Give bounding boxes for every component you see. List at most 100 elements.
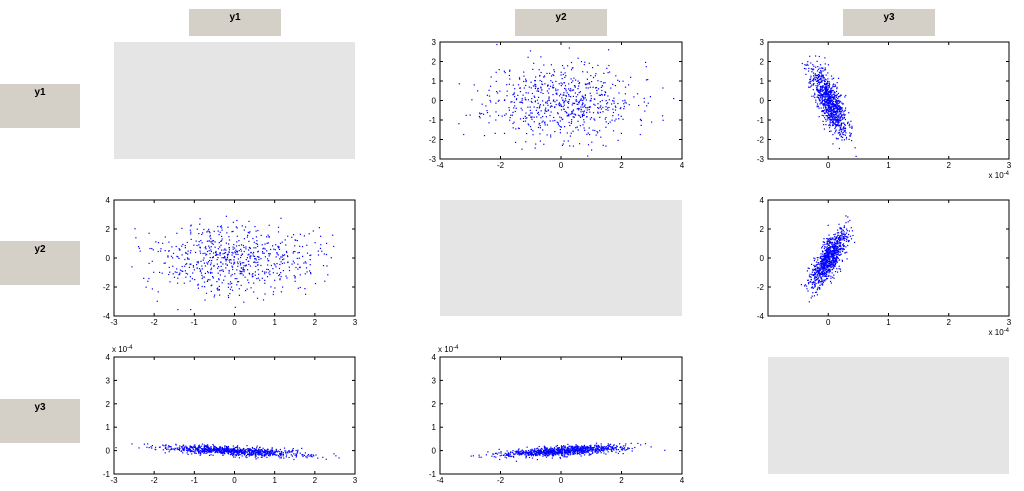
data-point	[322, 265, 325, 267]
data-point	[815, 78, 817, 80]
data-point	[840, 107, 842, 110]
data-point	[519, 118, 522, 120]
data-point	[612, 447, 614, 449]
data-point	[293, 453, 295, 455]
data-point	[839, 238, 841, 240]
data-point	[207, 447, 209, 449]
data-point	[605, 116, 607, 119]
row-header-y2[interactable]: y2	[0, 241, 80, 285]
data-point	[271, 453, 273, 455]
data-point	[537, 111, 539, 113]
data-point	[560, 126, 562, 128]
data-point	[813, 268, 815, 271]
data-point	[244, 450, 246, 452]
data-point	[828, 94, 830, 96]
data-point	[849, 135, 851, 137]
data-point	[268, 260, 270, 262]
data-point	[172, 273, 174, 275]
data-point	[545, 456, 548, 458]
data-point	[840, 249, 842, 251]
data-point	[535, 451, 537, 453]
data-point	[227, 451, 229, 453]
data-point	[295, 456, 297, 458]
data-point	[506, 453, 508, 455]
data-point	[833, 96, 835, 98]
data-point	[627, 447, 629, 449]
data-point	[115, 447, 117, 449]
data-point	[204, 252, 206, 254]
data-point	[827, 101, 829, 103]
data-point	[218, 448, 220, 450]
data-point	[185, 445, 187, 447]
data-point	[214, 452, 216, 454]
data-point	[828, 265, 830, 267]
data-point	[572, 145, 574, 147]
data-point	[813, 77, 815, 79]
data-point	[223, 451, 225, 453]
data-point	[184, 245, 186, 247]
data-point	[829, 264, 831, 267]
data-point	[229, 451, 231, 453]
data-point	[830, 95, 832, 97]
data-point	[838, 239, 840, 241]
row-header-y3[interactable]: y3	[0, 399, 80, 443]
data-point	[823, 263, 825, 266]
data-point	[834, 123, 836, 125]
data-point	[558, 103, 560, 105]
data-point	[605, 100, 607, 102]
data-point	[821, 75, 823, 77]
data-point	[240, 450, 242, 452]
row-header-y1[interactable]: y1	[0, 84, 80, 128]
data-point	[828, 96, 830, 98]
data-point	[186, 263, 188, 265]
data-point	[819, 98, 821, 100]
data-point	[816, 70, 819, 72]
data-point	[833, 91, 835, 93]
data-point	[293, 458, 295, 461]
data-point	[552, 449, 555, 451]
data-point	[615, 447, 617, 449]
x-tick-label: 0	[826, 161, 831, 170]
column-header-y2[interactable]: y2	[515, 9, 607, 36]
data-point	[828, 86, 831, 88]
data-point	[834, 251, 836, 253]
data-point	[594, 75, 596, 77]
data-point	[825, 272, 827, 274]
column-header-y1[interactable]: y1	[189, 9, 281, 36]
data-point	[282, 454, 284, 456]
data-point	[560, 109, 563, 111]
data-point	[841, 229, 843, 231]
data-point	[605, 106, 607, 108]
data-point	[822, 262, 824, 264]
data-point	[543, 454, 545, 456]
data-point	[602, 449, 604, 451]
data-point	[837, 241, 839, 243]
data-point	[818, 272, 820, 274]
data-point	[513, 456, 515, 458]
data-point	[842, 103, 844, 105]
data-point	[817, 271, 819, 273]
data-point	[285, 456, 287, 458]
data-point	[206, 449, 208, 451]
data-point	[506, 454, 509, 456]
x-tick-label: -2	[497, 161, 505, 170]
data-point	[234, 447, 236, 449]
data-point	[226, 447, 228, 449]
data-point	[834, 94, 836, 96]
data-point	[817, 105, 819, 107]
data-point	[230, 259, 232, 261]
data-point	[220, 452, 222, 454]
data-point	[564, 126, 566, 128]
data-point	[248, 453, 250, 455]
data-point	[220, 261, 222, 263]
column-header-y3[interactable]: y3	[843, 9, 935, 36]
data-point	[824, 83, 826, 86]
data-point	[834, 252, 837, 254]
data-point	[550, 64, 552, 66]
data-point	[167, 448, 169, 450]
data-point	[522, 94, 524, 96]
data-point	[825, 252, 827, 255]
data-point	[839, 248, 841, 250]
data-point	[640, 118, 642, 120]
data-point	[267, 449, 269, 451]
